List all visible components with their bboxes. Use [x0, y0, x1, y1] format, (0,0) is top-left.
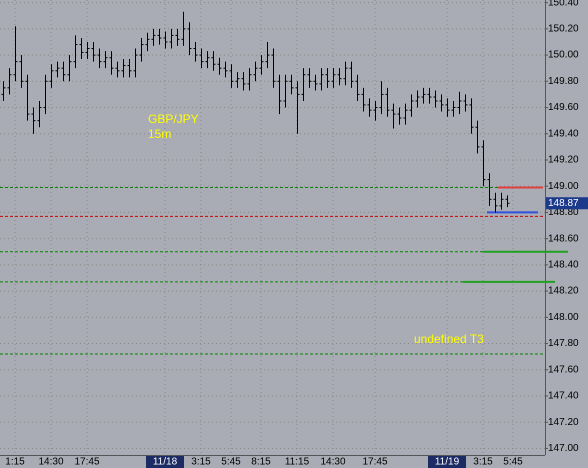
- annotation: GBP/JPY: [148, 112, 199, 126]
- y-tick-label: 150.40: [548, 0, 579, 8]
- date-highlight: [146, 456, 184, 468]
- y-tick-label: 148.00: [548, 312, 579, 323]
- y-tick-label: 149.80: [548, 76, 579, 87]
- x-tick-label: 3:15: [473, 457, 493, 468]
- date-highlight: [428, 456, 466, 468]
- annotation: 15m: [148, 127, 171, 141]
- x-tick-label: 5:45: [503, 457, 523, 468]
- x-tick-label: 1:15: [5, 457, 25, 468]
- y-tick-label: 149.00: [548, 181, 579, 192]
- y-tick-label: 147.60: [548, 364, 579, 375]
- y-tick-label: 147.20: [548, 417, 579, 428]
- x-tick-label: 3:15: [191, 457, 211, 468]
- y-tick-label: 149.20: [548, 155, 579, 166]
- y-tick-label: 149.60: [548, 102, 579, 113]
- x-tick-label: 5:45: [221, 457, 241, 468]
- x-tick-label: 8:15: [251, 457, 271, 468]
- y-tick-label: 148.80: [548, 207, 579, 218]
- x-tick-label: 11:15: [285, 457, 310, 468]
- x-tick-label: 14:30: [38, 457, 63, 468]
- last-price-label: 148.87: [548, 198, 579, 209]
- y-tick-label: 148.40: [548, 260, 579, 271]
- last-price-box: [546, 197, 588, 210]
- y-tick-label: 147.80: [548, 338, 579, 349]
- y-tick-label: 148.20: [548, 286, 579, 297]
- y-tick-label: 147.00: [548, 443, 579, 454]
- y-tick-label: 149.40: [548, 128, 579, 139]
- y-tick-label: 150.00: [548, 50, 579, 61]
- y-tick-label: 150.20: [548, 23, 579, 34]
- x-tick-label: 11/18: [153, 457, 178, 468]
- x-tick-label: 17:45: [74, 457, 99, 468]
- annotation: undefined T3: [414, 332, 484, 346]
- x-tick-label: 14:30: [320, 457, 345, 468]
- y-tick-label: 147.40: [548, 391, 579, 402]
- x-tick-label: 17:45: [362, 457, 387, 468]
- x-tick-label: 11/19: [435, 457, 460, 468]
- y-tick-label: 148.60: [548, 233, 579, 244]
